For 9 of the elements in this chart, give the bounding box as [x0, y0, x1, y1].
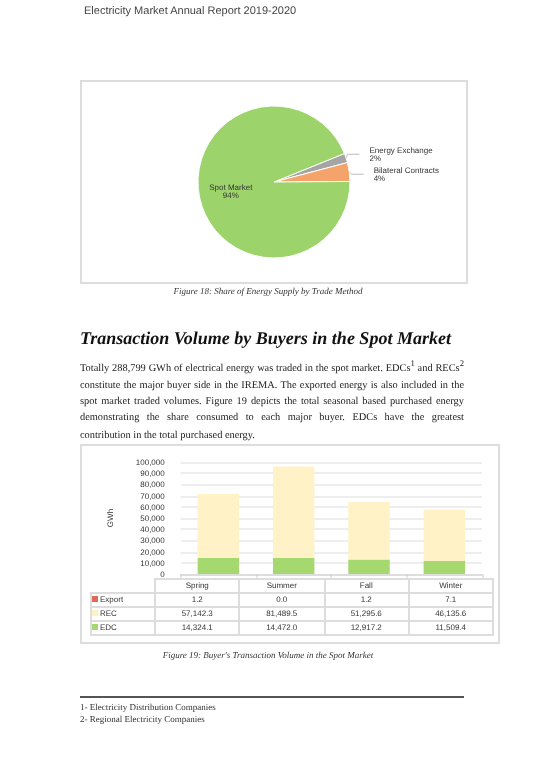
chart-subtitle: Transaction Volume by Buyers in the Spot Market	[80, 328, 451, 348]
bar	[423, 561, 466, 574]
bar	[423, 509, 466, 562]
bar	[272, 557, 315, 574]
bar	[272, 466, 315, 558]
bar	[348, 502, 390, 560]
bar	[197, 557, 240, 574]
bar	[348, 559, 390, 574]
bar	[197, 493, 240, 558]
